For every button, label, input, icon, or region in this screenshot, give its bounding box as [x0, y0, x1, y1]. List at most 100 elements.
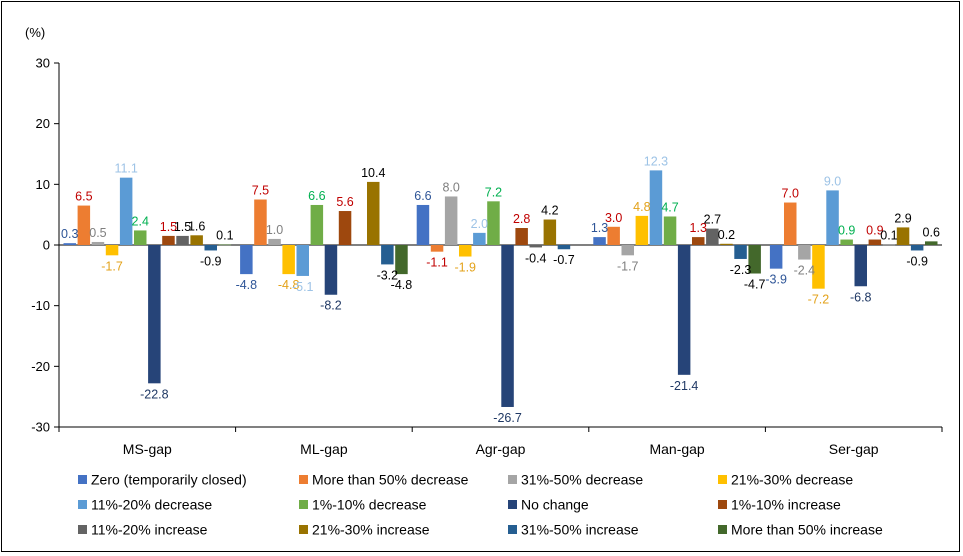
data-label: 0.6 [923, 225, 940, 239]
bar [310, 204, 324, 245]
bar [910, 245, 924, 251]
data-label: 1.0 [266, 223, 283, 237]
x-tick-label: Man-gap [649, 441, 704, 457]
data-label: -5.1 [292, 280, 314, 294]
data-label: 6.6 [414, 189, 431, 203]
data-label: 1.5 [174, 220, 191, 234]
legend-label: Zero (temporarily closed) [91, 472, 247, 488]
data-label: 7.5 [252, 184, 269, 198]
legend-swatch [718, 475, 727, 484]
bar [91, 241, 105, 245]
bar [395, 245, 408, 275]
data-label: -0.9 [906, 254, 928, 268]
data-label: -21.4 [670, 379, 699, 393]
legend-label: 1%-10% increase [731, 497, 841, 513]
bar [784, 202, 797, 245]
y-tick-label: -30 [31, 420, 50, 435]
bar [720, 243, 733, 245]
bar [663, 216, 677, 245]
legend-label: 21%-30% increase [312, 522, 430, 538]
y-tick-label: -20 [31, 359, 50, 374]
bar [338, 211, 352, 245]
data-label: -2.3 [730, 263, 752, 277]
data-label: -1.9 [454, 261, 476, 275]
data-label: 0.1 [216, 228, 233, 242]
bar [515, 228, 528, 245]
data-label: 2.8 [513, 212, 530, 226]
bar [882, 244, 896, 246]
legend-swatch [508, 500, 517, 509]
data-label: 0.5 [89, 226, 106, 240]
data-label: -0.4 [525, 251, 547, 265]
x-tick-label: Agr-gap [476, 441, 526, 457]
data-label: 1.3 [690, 221, 707, 235]
data-label: 0.9 [866, 224, 883, 238]
legend-label: 11%-20% increase [91, 522, 208, 538]
bar [254, 199, 267, 245]
data-label: -22.8 [140, 387, 169, 401]
bar [826, 190, 839, 245]
data-label: 10.4 [361, 166, 385, 180]
data-label: -1.7 [617, 259, 639, 273]
legend-swatch [78, 475, 87, 484]
data-label: 2.0 [471, 217, 488, 231]
data-label: -3.9 [765, 273, 787, 287]
legend-swatch [78, 500, 87, 509]
bar [282, 245, 295, 275]
legend-label: 21%-30% decrease [731, 472, 853, 488]
legend-swatch [299, 525, 308, 534]
data-label: -4.8 [278, 278, 300, 292]
bar [543, 219, 557, 245]
legend: Zero (temporarily closed) More than 50% d… [78, 472, 883, 538]
bar [649, 170, 663, 245]
data-label: 0.3 [61, 227, 78, 241]
bar [635, 215, 649, 245]
bar [324, 245, 338, 295]
legend-swatch [718, 500, 727, 509]
data-label: 0.2 [718, 228, 735, 242]
legend-label: 31%-50% decrease [521, 472, 643, 488]
legend-label: More than 50% decrease [312, 472, 469, 488]
data-label: -4.8 [391, 278, 413, 292]
legend-swatch [508, 525, 517, 534]
bar [593, 237, 606, 245]
x-tick-label: ML-gap [300, 441, 348, 457]
bar [692, 237, 705, 245]
bar [119, 177, 133, 245]
bar [105, 245, 119, 256]
bar [854, 245, 867, 287]
data-label: -2.4 [794, 264, 816, 278]
bar [204, 245, 217, 251]
legend-label: More than 50% increase [731, 522, 883, 538]
data-label: -7.2 [808, 293, 830, 307]
data-label: -8.2 [320, 299, 342, 313]
bar [501, 245, 514, 407]
bar [381, 245, 394, 265]
bar [77, 205, 91, 245]
bar [268, 238, 281, 245]
data-label: 0.1 [880, 228, 897, 242]
bar [134, 230, 147, 245]
data-label: 8.0 [442, 180, 459, 194]
data-label: -3.2 [377, 268, 399, 282]
legend-label: 11%-20% decrease [91, 497, 212, 513]
bar [162, 235, 175, 245]
legend-label: No change [521, 497, 589, 513]
data-label: -0.7 [553, 253, 575, 267]
bar [416, 204, 430, 245]
bar [529, 245, 542, 248]
y-tick-label: 30 [36, 56, 50, 71]
bar [896, 227, 910, 245]
x-tick-label: MS-gap [123, 441, 172, 457]
legend-swatch [299, 500, 308, 509]
bar [769, 245, 783, 269]
data-label: 1.3 [591, 221, 608, 235]
bar [621, 245, 634, 256]
x-tick-label: Ser-gap [829, 441, 879, 457]
bar [430, 245, 444, 252]
data-label: 11.1 [114, 162, 137, 176]
data-label: -4.8 [236, 278, 258, 292]
legend-swatch [299, 475, 308, 484]
data-label: 2.7 [704, 213, 721, 227]
